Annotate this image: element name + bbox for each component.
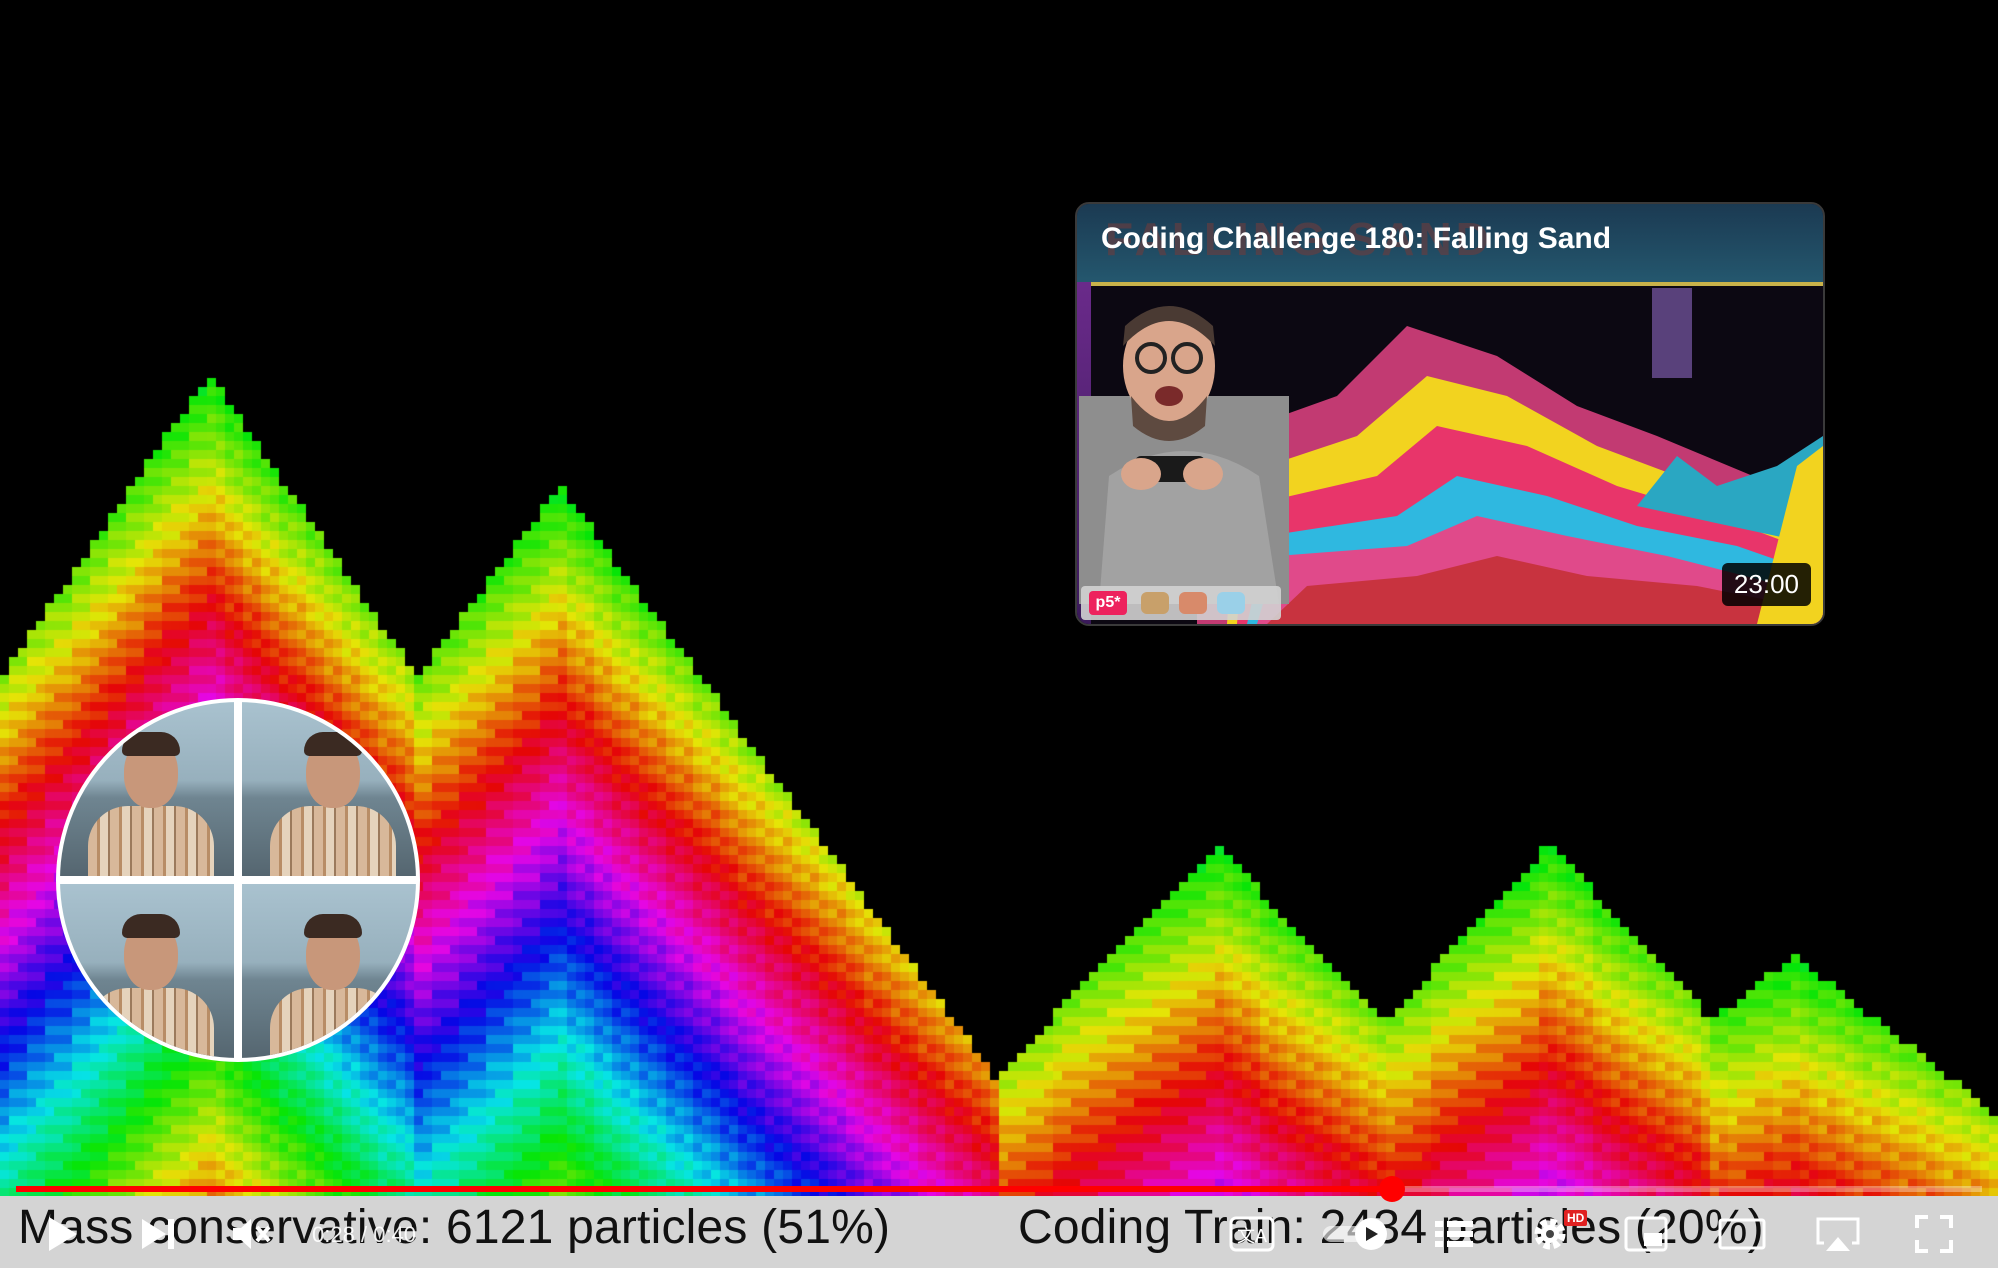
svg-text:文A: 文A <box>1237 1226 1267 1246</box>
sticker-icon <box>1217 592 1245 614</box>
chapters-button[interactable] <box>1430 1210 1478 1258</box>
progress-played <box>16 1186 1393 1192</box>
time-total: 0:40 <box>373 1222 417 1247</box>
subtitles-icon: 文A <box>1229 1216 1275 1252</box>
mute-icon <box>233 1219 271 1249</box>
mute-button[interactable] <box>228 1210 276 1258</box>
theater-mode-icon <box>1718 1218 1766 1250</box>
next-button[interactable] <box>134 1210 182 1258</box>
fullscreen-button[interactable] <box>1910 1210 1958 1258</box>
settings-icon <box>1534 1218 1566 1250</box>
presenter-image <box>1079 306 1289 604</box>
miniplayer-icon <box>1624 1216 1668 1252</box>
p5-icon: p5* <box>1089 591 1127 615</box>
video-duration-badge: 23:00 <box>1721 563 1811 606</box>
endscreen-video-card[interactable]: FALLING SAND Coding Challenge 180: Falli… <box>1075 202 1825 626</box>
autoplay-toggle-icon <box>1323 1218 1387 1250</box>
avatar-photo <box>60 884 234 1058</box>
endcard-ghost-text: FALLING SAND <box>1105 213 1493 265</box>
fullscreen-icon <box>1915 1215 1953 1253</box>
sticker-icon <box>1179 592 1207 614</box>
endcard-title-bar: FALLING SAND Coding Challenge 180: Falli… <box>1077 204 1823 286</box>
autoplay-toggle[interactable] <box>1318 1210 1398 1258</box>
player-controls: 0:28 / 0:40 文A HD <box>0 1196 1998 1268</box>
avatar-photo <box>242 884 416 1058</box>
time-separator: / <box>360 1222 368 1247</box>
stat-mass-conservative: Mass conservative: 6121 particles (51%) <box>18 1201 891 1254</box>
airplay-button[interactable] <box>1814 1210 1862 1258</box>
endcard-thumbnail-art <box>1077 286 1823 624</box>
avatar-photo <box>60 702 234 876</box>
play-button[interactable] <box>38 1210 86 1258</box>
stat-coding-train: Coding Train: 2434 particles (20%) <box>1018 1201 1764 1254</box>
miniplayer-button[interactable] <box>1622 1210 1670 1258</box>
progress-bar[interactable] <box>16 1176 1982 1202</box>
airplay-icon <box>1816 1217 1860 1251</box>
time-current: 0:28 <box>312 1222 355 1247</box>
endcard-icon-strip: p5* <box>1081 586 1281 620</box>
robot-icon <box>1141 592 1169 614</box>
progress-scrubber-handle[interactable] <box>1379 1176 1406 1202</box>
chapters-icon <box>1435 1221 1473 1247</box>
author-avatar-collage <box>60 702 416 1058</box>
endcard-title[interactable]: Coding Challenge 180: Falling Sand <box>1101 222 1612 255</box>
hd-badge: HD <box>1564 1210 1588 1226</box>
theater-mode-button[interactable] <box>1718 1210 1766 1258</box>
time-display: 0:28 / 0:40 <box>312 1222 416 1248</box>
settings-button[interactable] <box>1526 1210 1574 1258</box>
avatar-photo <box>242 702 416 876</box>
next-icon <box>142 1219 174 1249</box>
subtitles-button[interactable]: 文A <box>1228 1210 1276 1258</box>
play-icon <box>49 1217 77 1251</box>
